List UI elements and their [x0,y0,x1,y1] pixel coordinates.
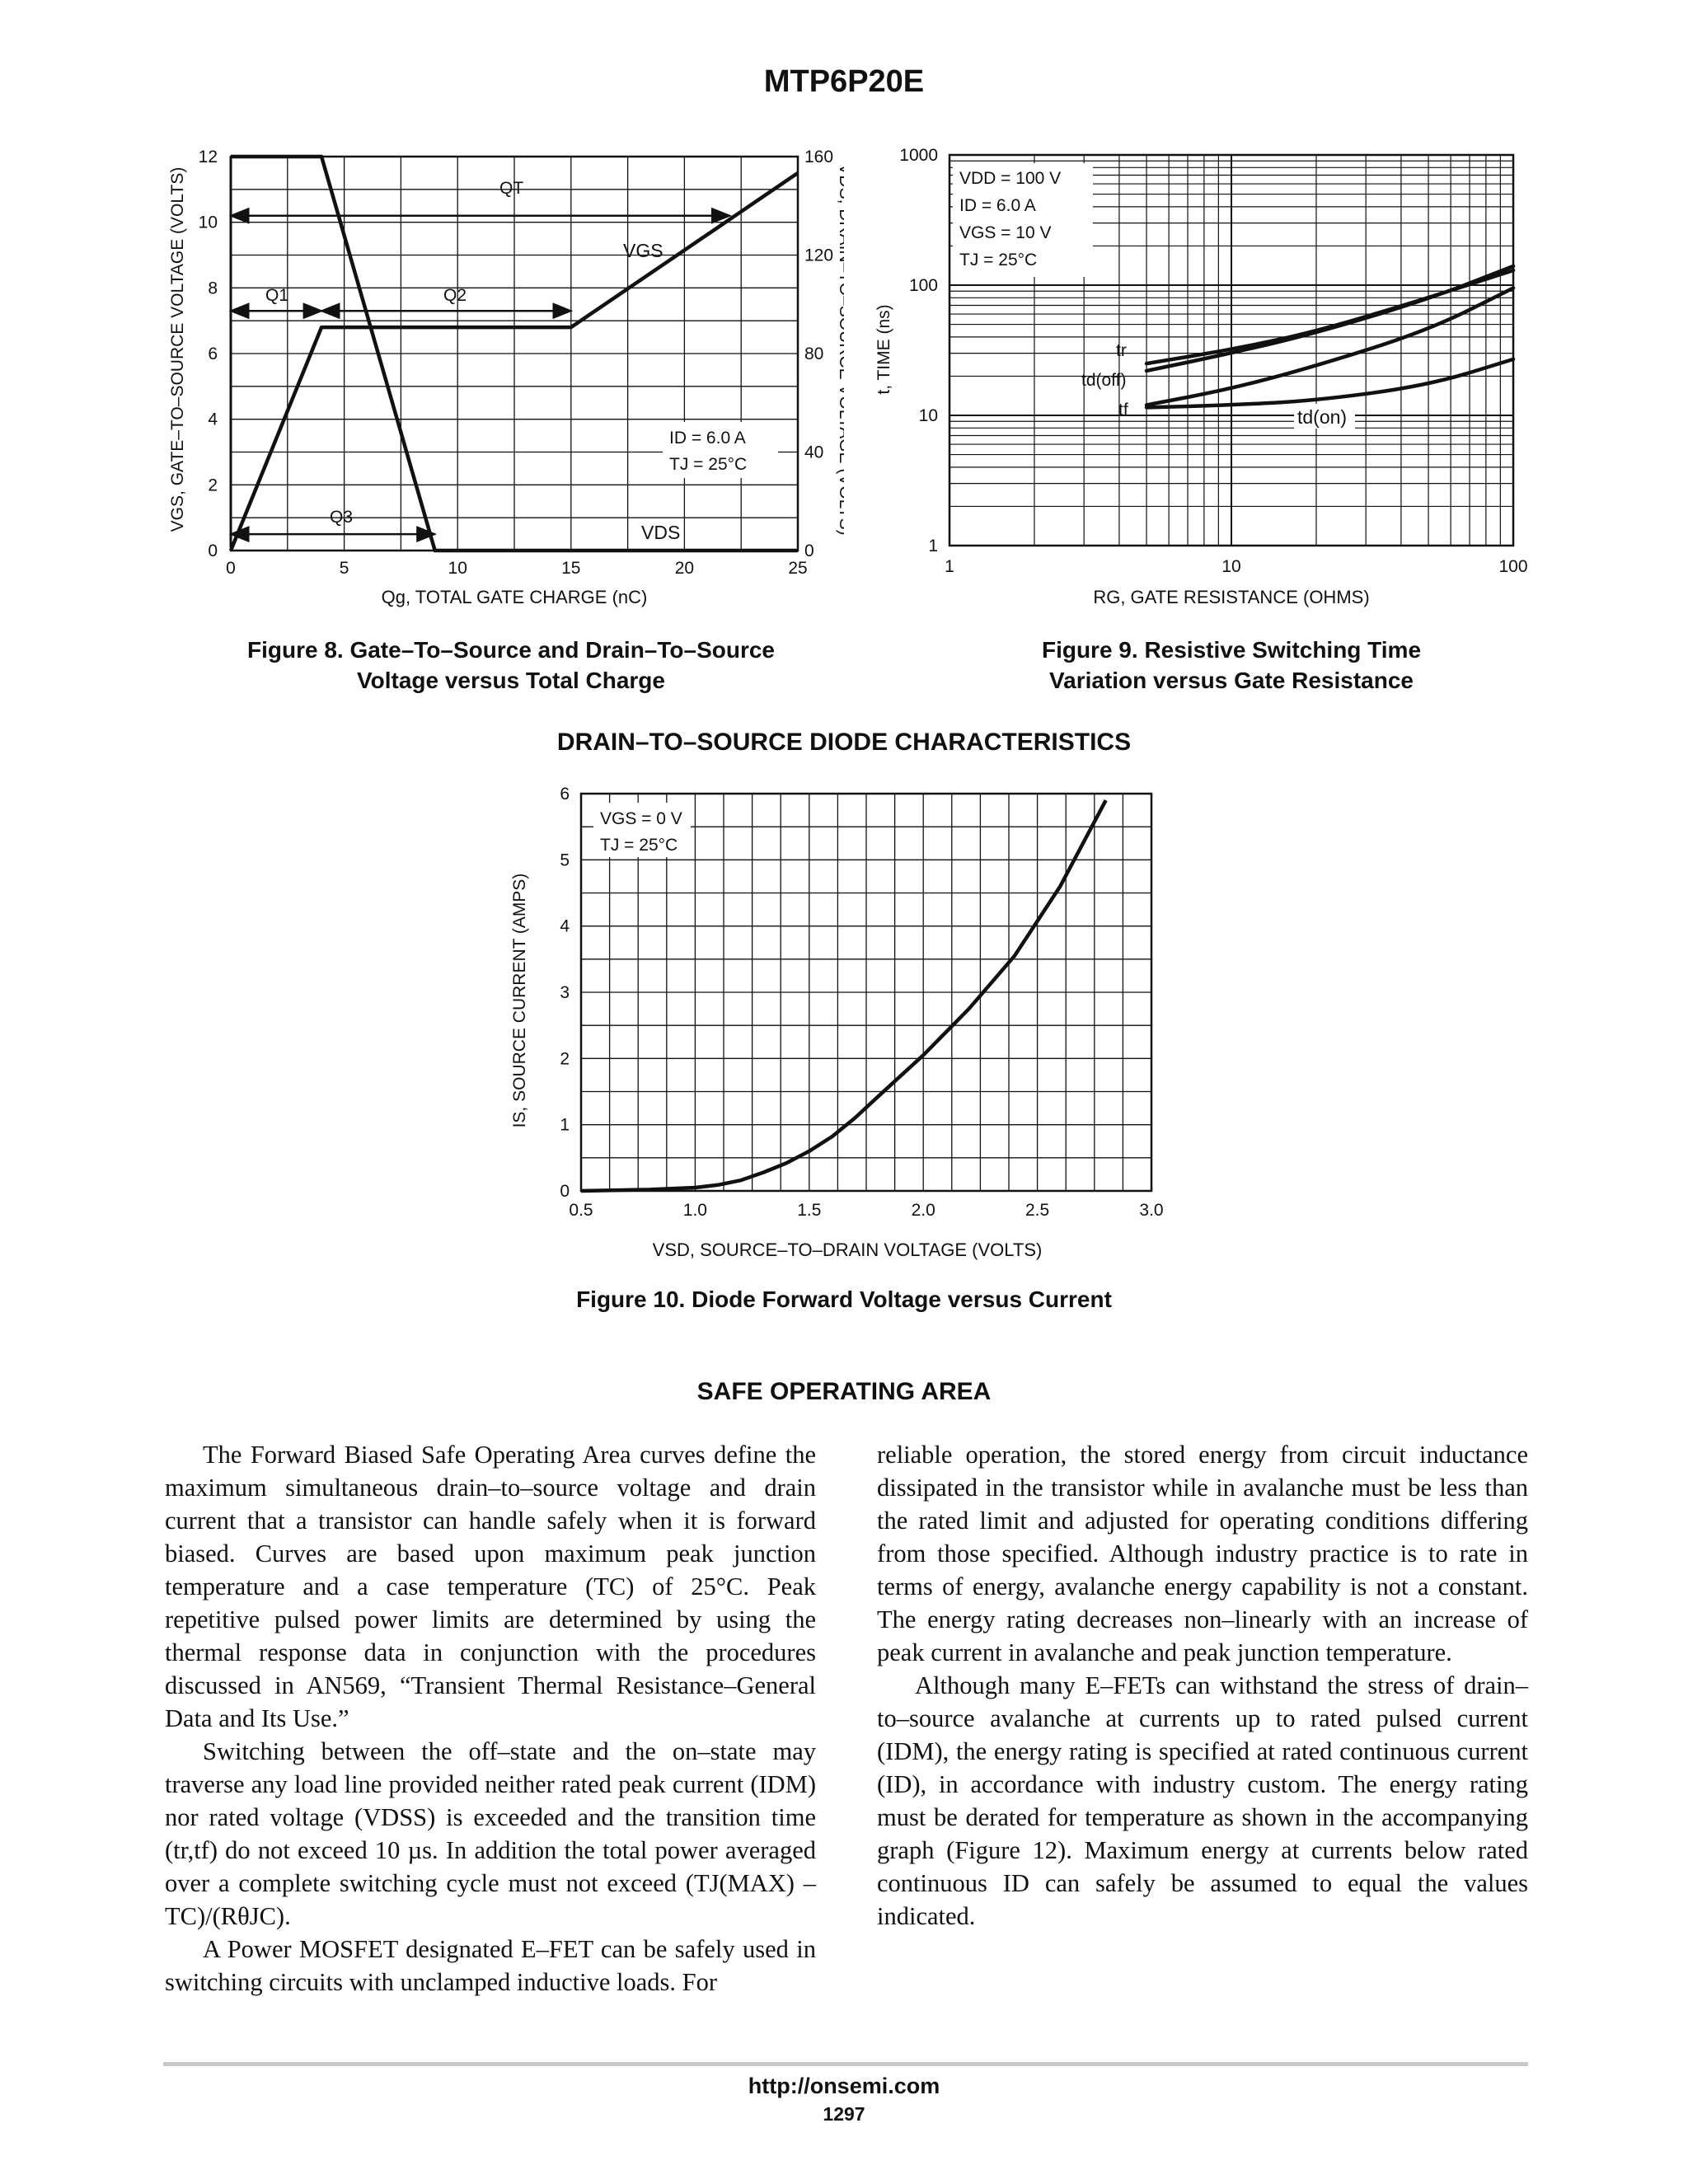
footer-rule [163,2062,1528,2066]
page-title: MTP6P20E [763,64,925,99]
soa-paragraph: Although many E–FETs can withstand the s… [877,1671,1528,1930]
fig8-q3-label: Q3 [330,508,353,527]
fig8-x-axis-label: Qg, TOTAL GATE CHARGE (nC) [382,587,648,607]
soa-right-column: reliable operation, the stored energy fr… [877,1438,1528,1933]
soa-paragraph: reliable operation, the stored energy fr… [877,1441,1528,1666]
fig8-q2-label: Q2 [443,286,467,305]
fig8-right-axis-label: VDS, DRAIN–TO–SOURCE VOLTAGE (VOLTS) [836,163,844,535]
soa-heading: SAFE OPERATING AREA [696,1378,992,1405]
fig9-x-tick-label: 1 [945,557,954,576]
fig8-y-tick-label: 0 [208,541,218,560]
fig8-x-tick-label: 25 [788,559,807,578]
fig10-y-tick-label: 6 [560,785,570,804]
fig9-y-tick-label: 1000 [899,146,938,165]
fig9-caption-line1: Figure 9. Resistive Switching Time [1041,637,1422,663]
fig8-series-vgs [228,171,799,551]
fig8-y-tick-label: 6 [208,344,218,363]
fig8-vgs-label: VGS [623,240,663,261]
fig9-condition-vdd: VDD = 100 V [959,169,1061,188]
fig8-y-tick-label: 8 [208,279,218,298]
fig9-caption-line2: Variation versus Gate Resistance [1049,668,1414,693]
fig10-y-tick-label: 0 [560,1182,570,1201]
fig8-condition-tj: TJ = 25°C [669,455,747,474]
fig8-x-tick-label: 15 [561,559,580,578]
fig9-y-tick-label: 10 [919,406,938,425]
soa-paragraph: The Forward Biased Safe Operating Area c… [165,1441,816,1732]
fig8-condition-id: ID = 6.0 A [669,429,746,448]
fig8-x-tick-label: 20 [675,559,694,578]
fig8-caption-line1: Figure 8. Gate–To–Source and Drain–To–So… [246,637,776,663]
soa-paragraph: A Power MOSFET designated E–FET can be s… [165,1935,816,1996]
fig8-y-tick-label: 4 [208,410,218,429]
fig8-caption: Figure 8. Gate–To–Source and Drain–To–So… [198,635,824,696]
fig10-y-tick-label: 2 [560,1049,570,1068]
fig9-series-tdon [1144,357,1516,410]
fig9-condition-id: ID = 6.0 A [959,196,1036,215]
fig10-x-tick-label: 2.5 [1025,1201,1049,1220]
fig10-x-tick-label: 1.0 [683,1201,707,1220]
fig8-y2-tick-label: 40 [804,443,823,462]
fig8-x-tick-label: 0 [226,559,236,578]
diode-section-heading: DRAIN–TO–SOURCE DIODE CHARACTERISTICS [556,729,1132,756]
fig9-x-tick-label: 100 [1498,557,1527,576]
fig8-left-axis-label: VGS, GATE–TO–SOURCE VOLTAGE (VOLTS) [168,167,187,532]
fig10-y-axis-label: IS, SOURCE CURRENT (AMPS) [510,874,529,1128]
fig9-label-tr: tr [1116,341,1127,360]
fig9-y-tick-label: 1 [928,537,938,555]
fig9-x-axis-label: RG, GATE RESISTANCE (OHMS) [1093,587,1369,607]
fig10-x-tick-label: 1.5 [797,1201,821,1220]
fig10-y-tick-label: 1 [560,1116,570,1135]
fig10-x-tick-label: 2.0 [912,1201,935,1220]
fig10-x-axis-label: VSD, SOURCE–TO–DRAIN VOLTAGE (VOLTS) [653,1240,1043,1260]
fig8-x-tick-label: 10 [448,559,467,578]
fig10-series-is [580,799,1108,1193]
fig8-y2-tick-label: 160 [804,148,833,166]
fig8-y2-tick-label: 120 [804,246,833,265]
fig9-condition-vgs: VGS = 10 V [959,223,1051,242]
fig8-y2-tick-label: 80 [804,344,823,363]
fig8-q1-label: Q1 [265,286,288,305]
fig10-x-tick-label: 3.0 [1139,1201,1163,1220]
fig10-frame [579,792,1153,1193]
fig9-frame [948,153,1515,547]
fig9-series-tdoff [1144,264,1516,373]
fig8-vds-label: VDS [641,522,680,543]
fig9-y-axis-label: t, TIME (ns) [874,304,893,394]
soa-paragraph: Switching between the off–state and the … [165,1737,816,1930]
fig9-series-tf [1144,286,1516,407]
fig10-y-tick-label: 4 [560,917,570,936]
fig9-label-tdoff: td(off) [1081,371,1126,390]
fig10-condition-vgs: VGS = 0 V [600,809,682,828]
fig9-caption: Figure 9. Resistive Switching Time Varia… [976,635,1487,696]
fig8-qt-label: QT [499,179,523,198]
fig8-series-vds [231,154,798,553]
fig10-y-tick-label: 3 [560,983,570,1002]
footer-url[interactable]: http://onsemi.com [748,2074,940,2098]
fig10-diode-chart: 0.5 1.0 1.5 2.0 2.5 3.0 0 1 2 3 4 5 6 VGS = 0 V TJ =… [510,785,1164,1260]
fig8-caption-line2: Voltage versus Total Charge [357,668,665,693]
fig10-x-tick-label: 0.5 [569,1201,593,1220]
fig8-y2-tick-label: 0 [804,541,814,560]
fig8-y-tick-label: 12 [199,148,218,166]
fig8-y-tick-label: 2 [208,476,218,494]
fig8-y-tick-label: 10 [199,213,218,232]
fig10-y-tick-label: 5 [560,851,570,869]
page-number: 1297 [823,2103,865,2125]
fig9-condition-tj: TJ = 25°C [959,251,1037,269]
fig9-x-tick-label: 10 [1221,557,1240,576]
fig10-caption: Figure 10. Diode Forward Voltage versus … [576,1286,1112,1312]
fig9-label-tf: tf [1118,401,1128,419]
fig8-x-tick-label: 5 [340,559,349,578]
soa-left-column: The Forward Biased Safe Operating Area c… [165,1438,816,1999]
fig9-label-tdon: td(on) [1297,406,1347,428]
fig9-y-tick-label: 100 [909,276,938,295]
fig10-condition-tj: TJ = 25°C [600,836,678,855]
